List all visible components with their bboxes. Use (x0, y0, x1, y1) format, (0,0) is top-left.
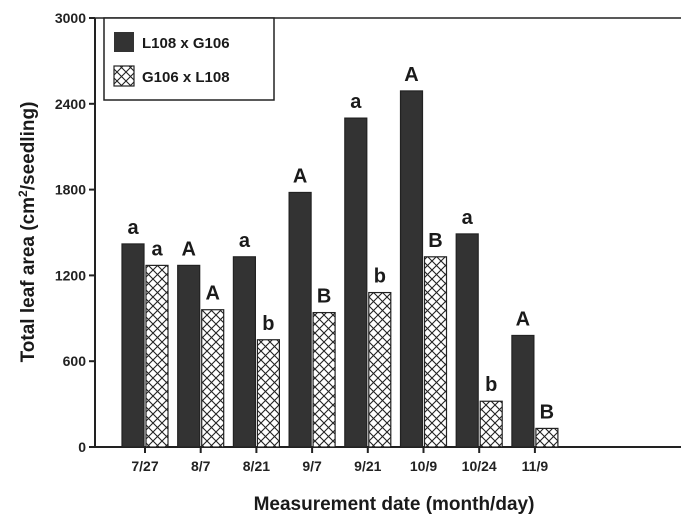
bar-series (121, 90, 559, 448)
bar-g106-x-l108 (423, 256, 448, 448)
significance-label: a (239, 230, 251, 252)
significance-label: b (485, 374, 497, 396)
bar-g106-x-l108 (201, 309, 225, 448)
y-axis-ticks: 0 600 1200 1800 2400 3000 (55, 10, 95, 455)
bar-g106-x-l108 (535, 427, 559, 448)
bar-l108-x-g106 (232, 256, 256, 448)
bar-l108-x-g106 (177, 264, 201, 448)
y-tick-label: 0 (78, 439, 86, 455)
significance-label: a (127, 217, 139, 239)
bar-g106-x-l108 (479, 400, 503, 448)
significance-label: b (262, 313, 274, 335)
x-tick-label: 10/24 (462, 458, 497, 474)
y-axis-title-main: Total leaf area (cm (18, 197, 39, 362)
legend-box (103, 17, 275, 101)
bar-l108-x-g106 (121, 243, 145, 448)
significance-label: a (462, 207, 474, 229)
legend: L108 x G106 G106 x L108 (103, 17, 275, 101)
y-tick-label: 1800 (55, 182, 86, 198)
y-tick-label: 1200 (55, 267, 86, 283)
significance-label: A (181, 238, 195, 260)
legend-label-series-1: L108 x G106 (142, 35, 230, 52)
bar-g106-x-l108 (145, 264, 169, 448)
bar-g106-x-l108 (256, 339, 280, 448)
bar-l108-x-g106 (344, 117, 368, 448)
y-tick-label: 600 (63, 353, 87, 369)
significance-label: A (205, 283, 219, 305)
legend-swatch-series-1 (114, 32, 134, 52)
bar-l108-x-g106 (455, 233, 479, 448)
significance-label: B (428, 230, 442, 252)
x-tick-label: 7/27 (131, 458, 158, 474)
significance-label: B (540, 401, 554, 423)
legend-swatch-series-2 (113, 65, 135, 87)
x-tick-label: 9/21 (354, 458, 381, 474)
x-tick-label: 10/9 (410, 458, 437, 474)
y-axis-title: Total leaf area (cm2/seedling) (16, 102, 39, 363)
x-tick-label: 8/21 (243, 458, 270, 474)
x-tick-label: 8/7 (191, 458, 211, 474)
x-tick-label: 11/9 (522, 458, 549, 474)
x-axis-ticks: 7/27 8/7 8/21 9/7 9/21 10/9 10/24 11/9 (131, 447, 548, 474)
bar-l108-x-g106 (288, 191, 312, 448)
significance-label: A (516, 308, 530, 330)
significance-label: b (374, 266, 386, 288)
legend-label-series-2: G106 x L108 (142, 69, 230, 86)
x-axis-title: Measurement date (month/day) (254, 494, 535, 515)
bar-g106-x-l108 (312, 311, 336, 448)
significance-label: A (293, 165, 307, 187)
bar-l108-x-g106 (399, 90, 424, 448)
bar-l108-x-g106 (511, 334, 535, 448)
y-axis-title-tail: /seedling) (18, 102, 39, 191)
significance-label: A (404, 64, 418, 86)
x-tick-label: 9/7 (302, 458, 322, 474)
y-tick-label: 3000 (55, 10, 86, 26)
significance-label: a (151, 238, 163, 260)
significance-label: B (317, 286, 331, 308)
significance-label: a (350, 91, 362, 113)
y-tick-label: 2400 (55, 96, 86, 112)
bar-g106-x-l108 (368, 291, 392, 448)
y-axis-title-sup: 2 (16, 190, 30, 197)
